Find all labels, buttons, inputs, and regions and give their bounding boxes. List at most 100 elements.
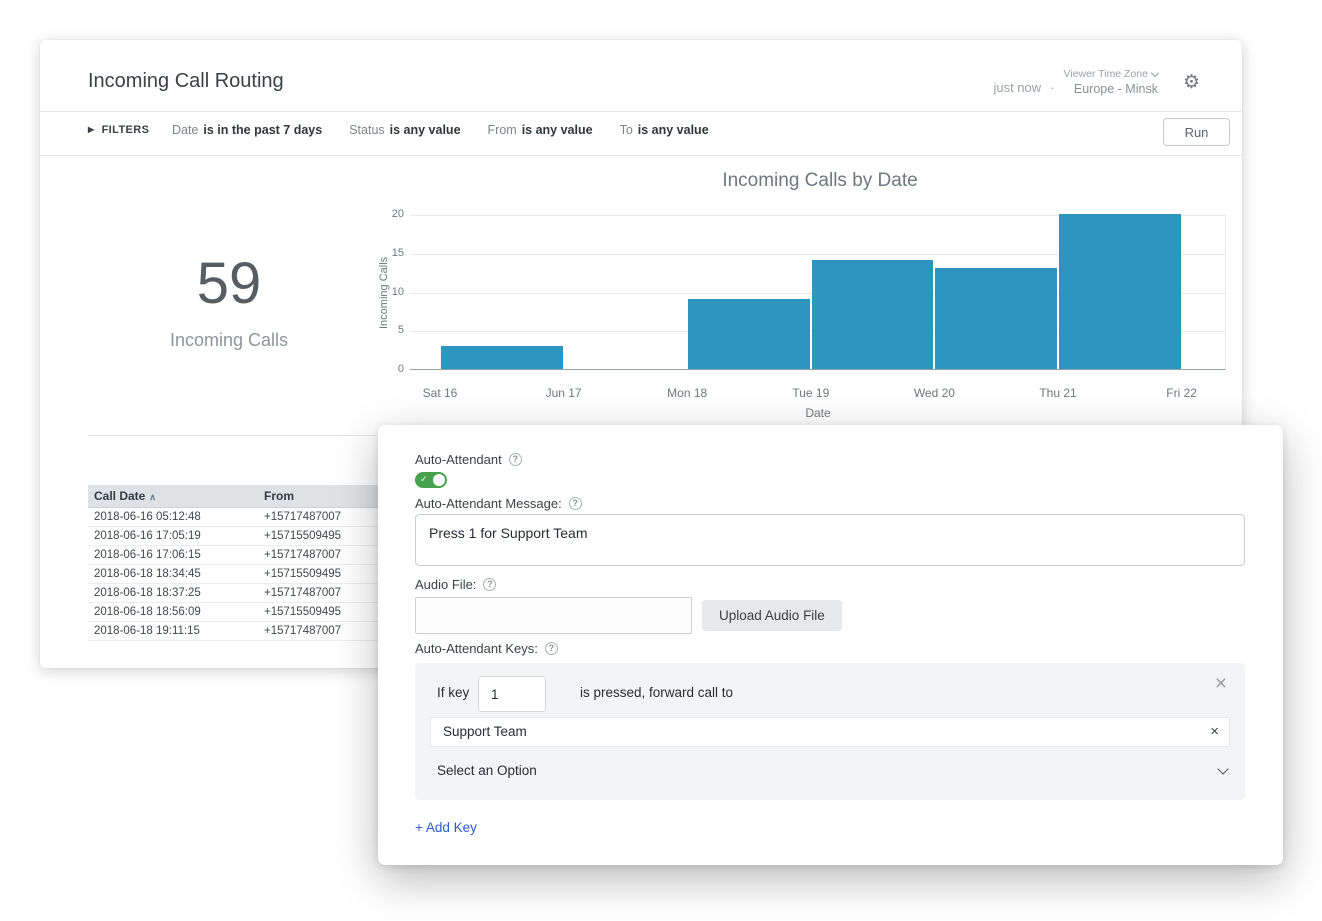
table-row[interactable]: 2018-06-18 19:11:15 +15717487007	[88, 621, 380, 641]
option-dropdown[interactable]: Select an Option	[415, 755, 1245, 787]
table-cell: +15715509495	[258, 564, 380, 584]
x-tick-label: Thu 21	[1039, 386, 1077, 400]
help-icon[interactable]: ?	[568, 497, 582, 510]
table-cell: 2018-06-16 05:12:48	[88, 507, 258, 527]
x-tick-label: Sat 16	[422, 386, 458, 400]
audio-file-input[interactable]	[415, 597, 692, 634]
auto-attendant-toggle[interactable]: ✓	[415, 472, 447, 488]
last-updated-text: just now	[993, 80, 1042, 95]
chart-x-axis-label: Date	[805, 406, 831, 420]
chevron-down-icon	[1150, 68, 1160, 78]
help-icon[interactable]: ?	[544, 642, 558, 655]
table-cell: 2018-06-18 18:37:25	[88, 583, 258, 603]
y-tick-label: 15	[391, 246, 404, 259]
table-cell: +15715509495	[258, 526, 380, 546]
timezone-label: Viewer Time Zone	[1063, 68, 1148, 80]
kpi-label: Incoming Calls	[169, 330, 289, 350]
chart-title: Incoming Calls by Date	[722, 170, 918, 191]
message-label: Auto-Attendant Message:	[415, 496, 562, 511]
bar-thu-21[interactable]	[1059, 214, 1181, 369]
table-cell: 2018-06-18 19:11:15	[88, 621, 258, 641]
y-tick-label: 10	[391, 285, 404, 298]
gridline	[410, 253, 1225, 255]
table-row[interactable]: 2018-06-16 17:05:19 +15715509495	[88, 526, 380, 546]
timezone-selector[interactable]: Viewer Time Zone Europe - Minsk	[1063, 68, 1160, 96]
audio-file-label: Audio File:	[415, 577, 477, 592]
x-tick-label: Jun 17	[545, 386, 582, 400]
table-row[interactable]: 2018-06-16 17:06:15 +15717487007	[88, 545, 380, 565]
column-header[interactable]: From	[258, 485, 380, 508]
header-meta: just now · Viewer Time Zone Europe - Min…	[993, 68, 1200, 96]
upload-audio-button[interactable]: Upload Audio File	[702, 600, 842, 631]
y-tick-label: 20	[391, 208, 404, 220]
chart-y-ticks: 0 5 10 15 20	[370, 208, 404, 375]
x-tick-label: Tue 19	[792, 386, 830, 400]
tile-divider	[88, 435, 376, 436]
gridline	[410, 215, 1225, 216]
bar-tue-19[interactable]	[811, 260, 934, 369]
forward-target-value: Support Team	[443, 724, 527, 739]
key-number-input[interactable]	[478, 676, 546, 712]
help-icon[interactable]: ?	[508, 453, 522, 466]
table-row[interactable]: 2018-06-18 18:56:09 +15715509495	[88, 602, 380, 622]
table-cell: 2018-06-16 17:05:19	[88, 526, 258, 546]
filter-list: Date is in the past 7 days Status is any va…	[172, 123, 709, 137]
header-divider	[40, 111, 1242, 112]
kpi-value: 59	[196, 251, 262, 316]
chart-plot	[410, 214, 1226, 370]
gear-icon[interactable]: ⚙	[1182, 72, 1200, 93]
table-cell: 2018-06-18 18:56:09	[88, 602, 258, 622]
table-cell: 2018-06-18 18:34:45	[88, 564, 258, 584]
chevron-down-icon	[1217, 763, 1229, 775]
table-body: 2018-06-16 05:12:48 +15717487007 2018-06-1…	[88, 507, 380, 641]
run-button[interactable]: Run	[1163, 118, 1230, 146]
key-rule-suffix: is pressed, forward call to	[580, 685, 734, 700]
table-header-row: Call Date ∧ From	[88, 485, 380, 508]
y-tick-label: 0	[397, 363, 404, 375]
triangle-right-icon: ▶	[88, 125, 95, 134]
chart-x-ticks: Sat 16 Jun 17 Mon 18 Tue 19 Wed 20 Thu 21 Fri …	[410, 386, 1226, 402]
x-tick-label: Wed 20	[913, 386, 955, 400]
sort-asc-icon: ∧	[149, 492, 156, 502]
column-header[interactable]: Call Date ∧	[88, 485, 258, 508]
filter-item[interactable]: Date is in the past 7 days	[172, 123, 323, 137]
key-rule-panel: If key is pressed, forward call to × Sup…	[415, 663, 1245, 800]
check-icon: ✓	[420, 474, 428, 484]
help-icon[interactable]: ?	[483, 578, 497, 591]
page-title: Incoming Call Routing	[88, 70, 284, 92]
forward-target-field[interactable]: Support Team ×	[430, 717, 1230, 747]
auto-attendant-panel: Auto-Attendant ? ✓ Auto-Attendant Messag…	[378, 425, 1283, 865]
filter-divider	[40, 155, 1242, 156]
table-row[interactable]: 2018-06-18 18:34:45 +15715509495	[88, 564, 380, 584]
filter-item[interactable]: From is any value	[487, 123, 593, 137]
filters-toggle[interactable]: ▶ FILTERS	[88, 124, 149, 136]
filter-item[interactable]: To is any value	[619, 123, 709, 137]
timezone-value: Europe - Minsk	[1073, 82, 1158, 96]
bar-sat-16[interactable]	[441, 346, 563, 369]
table-row[interactable]: 2018-06-16 05:12:48 +15717487007	[88, 507, 380, 527]
table-row[interactable]: 2018-06-18 18:37:25 +15717487007	[88, 583, 380, 603]
auto-attendant-label: Auto-Attendant	[415, 452, 502, 467]
calls-table: Call Date ∧ From 2018-06-16 05:12:48 +15717…	[88, 485, 380, 641]
bar-wed-20[interactable]	[935, 268, 1057, 369]
x-tick-label: Mon 18	[667, 386, 708, 400]
remove-target-icon[interactable]: ×	[1210, 723, 1219, 740]
bar-mon-18[interactable]	[688, 299, 810, 369]
keys-label: Auto-Attendant Keys:	[415, 641, 538, 656]
toggle-knob	[433, 474, 445, 486]
table-cell: +15717487007	[258, 545, 380, 565]
table-cell: +15717487007	[258, 507, 380, 527]
table-cell: +15717487007	[258, 621, 380, 641]
key-rule-prefix: If key	[437, 685, 470, 700]
filter-item[interactable]: Status is any value	[349, 123, 461, 137]
message-input[interactable]: Press 1 for Support Team	[415, 514, 1245, 566]
table-cell: +15717487007	[258, 583, 380, 603]
table-cell: +15715509495	[258, 602, 380, 622]
dropdown-placeholder: Select an Option	[437, 763, 537, 778]
y-tick-label: 5	[397, 324, 404, 337]
dot-separator: ·	[1050, 80, 1055, 95]
add-key-link[interactable]: + Add Key	[415, 820, 477, 835]
table-cell: 2018-06-16 17:06:15	[88, 545, 258, 565]
filters-label: FILTERS	[101, 124, 150, 136]
close-icon[interactable]: ×	[1214, 672, 1227, 695]
